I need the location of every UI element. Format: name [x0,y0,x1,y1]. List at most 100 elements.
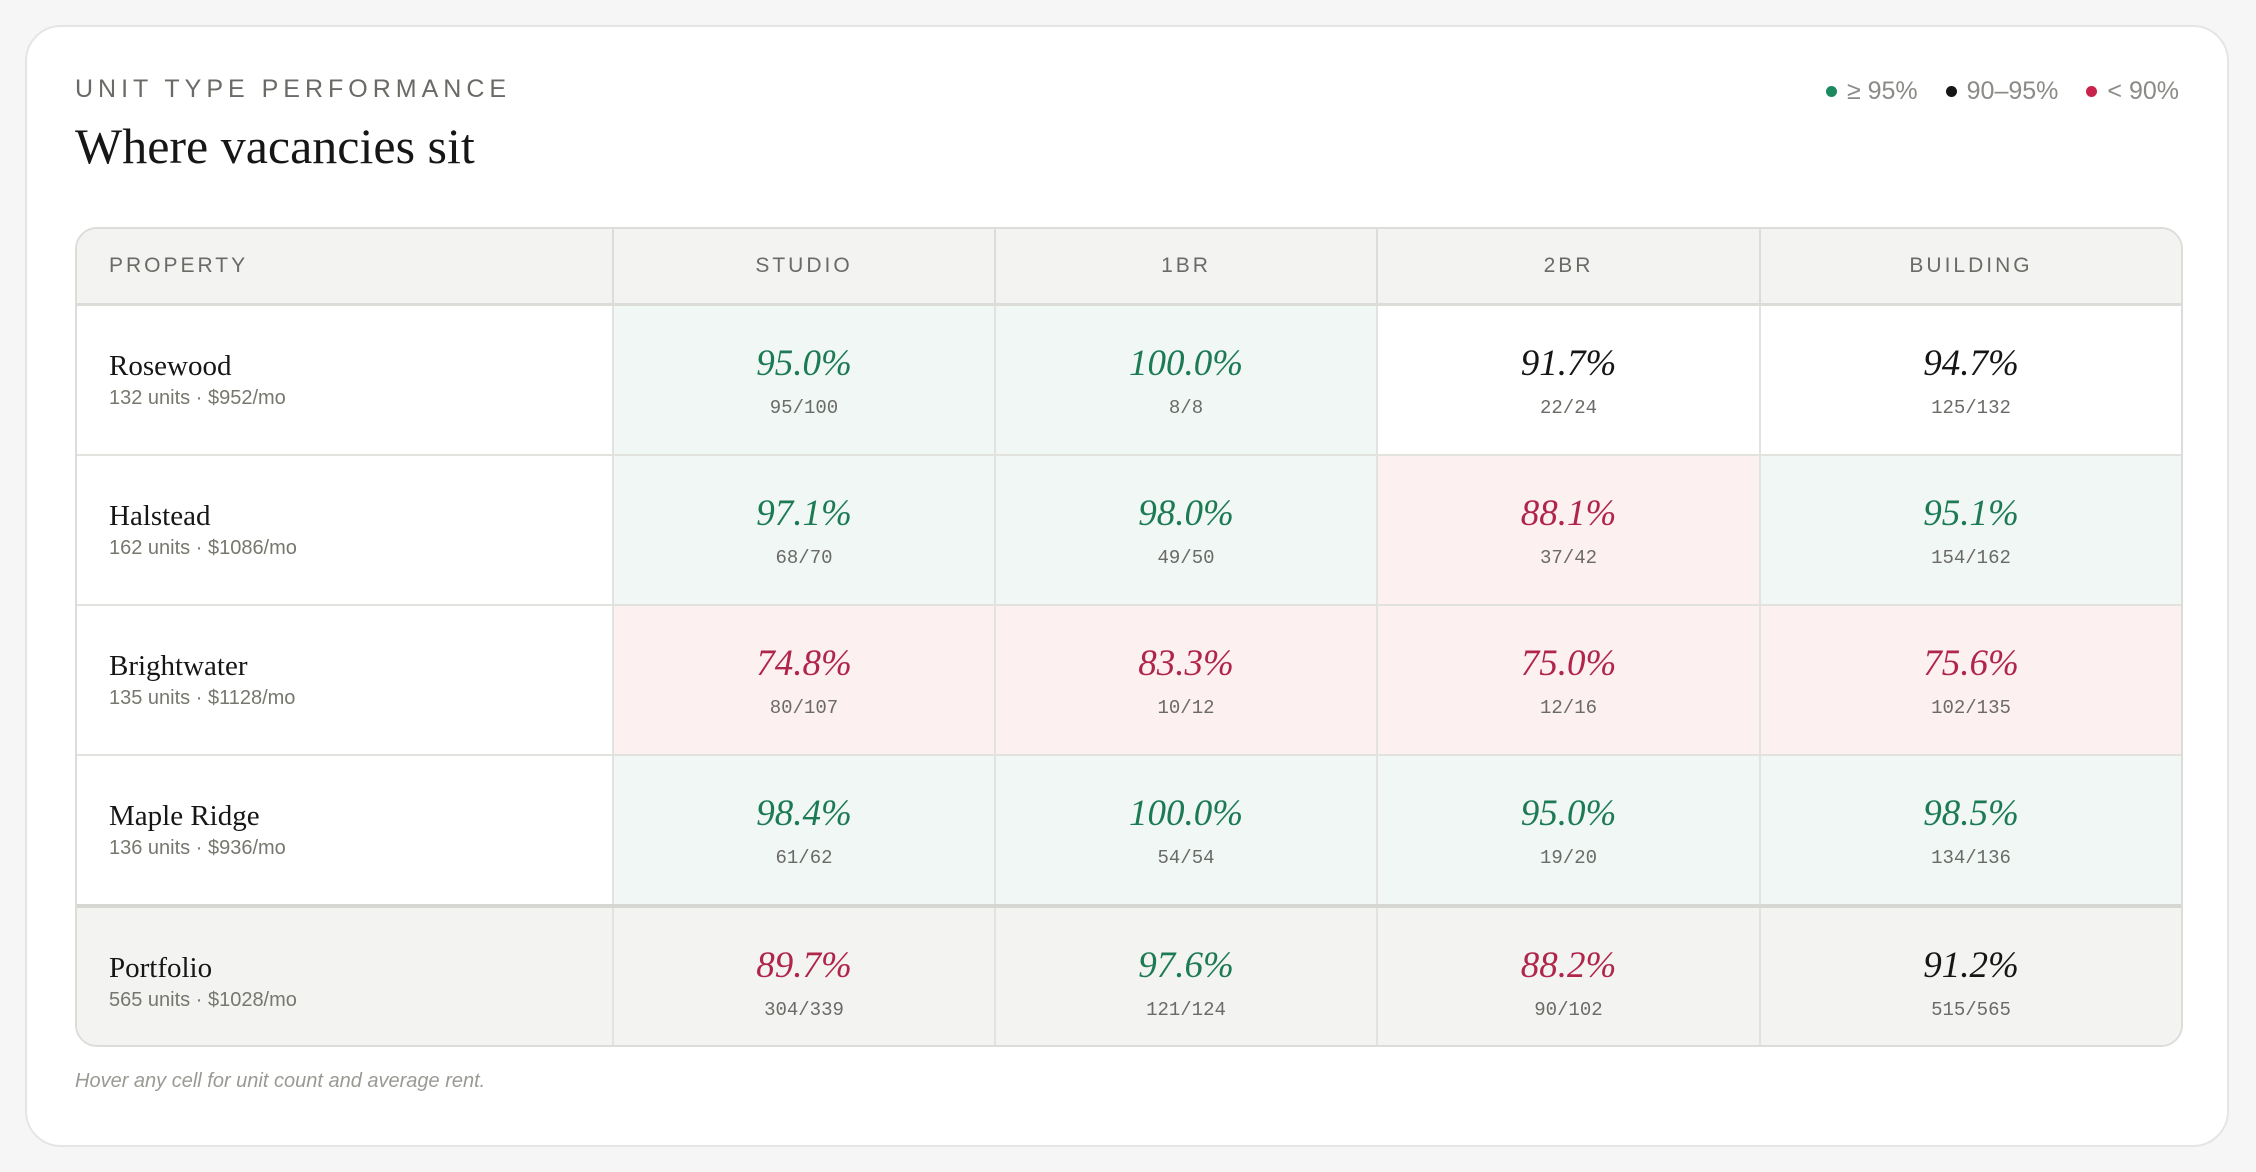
unit-performance-card: UNIT TYPE PERFORMANCE Where vacancies si… [25,25,2229,1147]
occupancy-pct: 98.5% [1923,792,2019,834]
occupancy-fraction: 304/339 [764,998,844,1021]
occupancy-cell-studio[interactable]: 89.7% 304/339 [612,904,995,1045]
occupancy-pct: 100.0% [1128,792,1244,834]
table-row-brightwater: Brightwater 135 units · $1128/mo 74.8% 80… [77,604,2181,755]
occupancy-cell-2br[interactable]: 88.2% 90/102 [1376,904,1760,1045]
occupancy-fraction: 54/54 [1157,846,1215,869]
occupancy-fraction: 80/107 [769,696,839,719]
occupancy-fraction: 22/24 [1539,396,1597,419]
occupancy-pct: 91.2% [1923,944,2019,986]
column-header-1br: 1BR [994,229,1377,306]
table-row-halstead: Halstead 162 units · $1086/mo 97.1% 68/70… [77,454,2181,605]
column-header-building: BUILDING [1759,229,2181,306]
table-row-rosewood: Rosewood 132 units · $952/mo 95.0% 95/100… [77,303,2181,455]
occupancy-fraction: 154/162 [1931,546,2011,569]
property-cell: Portfolio 565 units · $1028/mo [77,904,613,1045]
occupancy-pct: 95.0% [756,342,852,384]
occupancy-fraction: 37/42 [1539,546,1597,569]
occupancy-fraction: 68/70 [775,546,833,569]
legend-label-mid: 90–95% [1966,77,2059,105]
occupancy-pct: 97.1% [756,492,852,534]
occupancy-cell-2br[interactable]: 91.7% 22/24 [1376,303,1760,455]
card-title: Where vacancies sit [75,118,475,174]
occupancy-fraction: 10/12 [1157,696,1215,719]
legend-label-low: < 90% [2107,77,2179,105]
legend-item-high: ≥ 95% [1825,77,1918,106]
occupancy-cell-1br[interactable]: 100.0% 8/8 [994,303,1377,455]
occupancy-pct: 98.0% [1138,492,1234,534]
column-header-studio: STUDIO [612,229,995,306]
table-header-row: PROPERTY STUDIO 1BR 2BR BUILDING [77,229,2181,306]
property-meta: 132 units · $952/mo [109,387,286,409]
occupancy-pct: 98.4% [756,792,852,834]
table-row-portfolio-total: Portfolio 565 units · $1028/mo 89.7% 304/… [77,904,2181,1045]
table-row-maple-ridge: Maple Ridge 136 units · $936/mo 98.4% 61/… [77,754,2181,906]
occupancy-fraction: 125/132 [1931,396,2011,419]
occupancy-pct: 97.6% [1138,944,1234,986]
occupancy-fraction: 19/20 [1539,846,1597,869]
occupancy-fraction: 8/8 [1168,396,1204,419]
occupancy-pct: 88.1% [1520,492,1617,534]
occupancy-fraction: 90/102 [1534,998,1603,1021]
occupancy-cell-building[interactable]: 94.7% 125/132 [1759,303,2181,455]
occupancy-cell-building[interactable]: 75.6% 102/135 [1759,604,2181,755]
legend-item-low: < 90% [2086,77,2179,106]
legend-dot-red-icon [2086,86,2098,97]
occupancy-pct: 95.1% [1923,492,2019,534]
occupancy-cell-building[interactable]: 98.5% 134/136 [1759,754,2181,906]
property-cell: Maple Ridge 136 units · $936/mo [77,754,613,906]
occupancy-cell-building[interactable]: 91.2% 515/565 [1759,904,2181,1045]
property-meta: 162 units · $1086/mo [109,537,297,559]
occupancy-cell-2br[interactable]: 88.1% 37/42 [1376,454,1760,605]
property-cell: Halstead 162 units · $1086/mo [77,454,613,605]
occupancy-fraction: 102/135 [1931,696,2011,719]
property-name: Brightwater [109,650,248,682]
occupancy-fraction: 12/16 [1539,696,1597,719]
occupancy-fraction: 515/565 [1931,998,2011,1021]
legend-dot-black-icon [1945,86,1957,97]
property-name: Portfolio [109,952,213,984]
property-name: Maple Ridge [109,800,260,832]
occupancy-fraction: 134/136 [1931,846,2011,869]
occupancy-cell-studio[interactable]: 74.8% 80/107 [612,604,995,755]
occupancy-pct: 95.0% [1520,792,1617,834]
occupancy-pct: 74.8% [756,642,852,684]
column-header-property: PROPERTY [77,229,613,306]
occupancy-pct: 100.0% [1128,342,1244,384]
property-meta: 136 units · $936/mo [109,837,286,859]
property-name: Rosewood [109,350,232,382]
legend-label-high: ≥ 95% [1846,77,1918,105]
occupancy-fraction: 121/124 [1146,998,1226,1021]
occupancy-cell-studio[interactable]: 97.1% 68/70 [612,454,995,605]
occupancy-pct: 75.0% [1520,642,1617,684]
occupancy-cell-studio[interactable]: 98.4% 61/62 [612,754,995,906]
property-meta: 135 units · $1128/mo [109,687,296,709]
occupancy-cell-building[interactable]: 95.1% 154/162 [1759,454,2181,605]
occupancy-fraction: 95/100 [769,396,839,419]
occupancy-cell-2br[interactable]: 95.0% 19/20 [1376,754,1760,906]
card-eyebrow: UNIT TYPE PERFORMANCE [75,75,512,103]
occupancy-cell-1br[interactable]: 83.3% 10/12 [994,604,1377,755]
occupancy-cell-2br[interactable]: 75.0% 12/16 [1376,604,1760,755]
occupancy-pct: 75.6% [1923,642,2019,684]
occupancy-fraction: 61/62 [775,846,833,869]
footnote: Hover any cell for unit count and averag… [75,1070,486,1092]
occupancy-pct: 89.7% [756,944,852,986]
occupancy-fraction: 49/50 [1157,546,1215,569]
occupancy-table: PROPERTY STUDIO 1BR 2BR BUILDING Rosewoo… [75,227,2183,1047]
occupancy-pct: 91.7% [1520,342,1617,384]
legend-dot-green-icon [1825,86,1837,97]
occupancy-pct: 83.3% [1138,642,1234,684]
occupancy-cell-studio[interactable]: 95.0% 95/100 [612,303,995,455]
legend: ≥ 95% 90–95% < 90% [1825,77,2179,106]
occupancy-cell-1br[interactable]: 100.0% 54/54 [994,754,1377,906]
property-cell: Brightwater 135 units · $1128/mo [77,604,613,755]
legend-item-mid: 90–95% [1945,77,2059,106]
property-meta: 565 units · $1028/mo [109,989,297,1011]
occupancy-cell-1br[interactable]: 98.0% 49/50 [994,454,1377,605]
occupancy-cell-1br[interactable]: 97.6% 121/124 [994,904,1377,1045]
occupancy-pct: 94.7% [1923,342,2019,384]
property-name: Halstead [109,500,211,532]
property-cell: Rosewood 132 units · $952/mo [77,303,613,455]
occupancy-pct: 88.2% [1520,944,1617,986]
